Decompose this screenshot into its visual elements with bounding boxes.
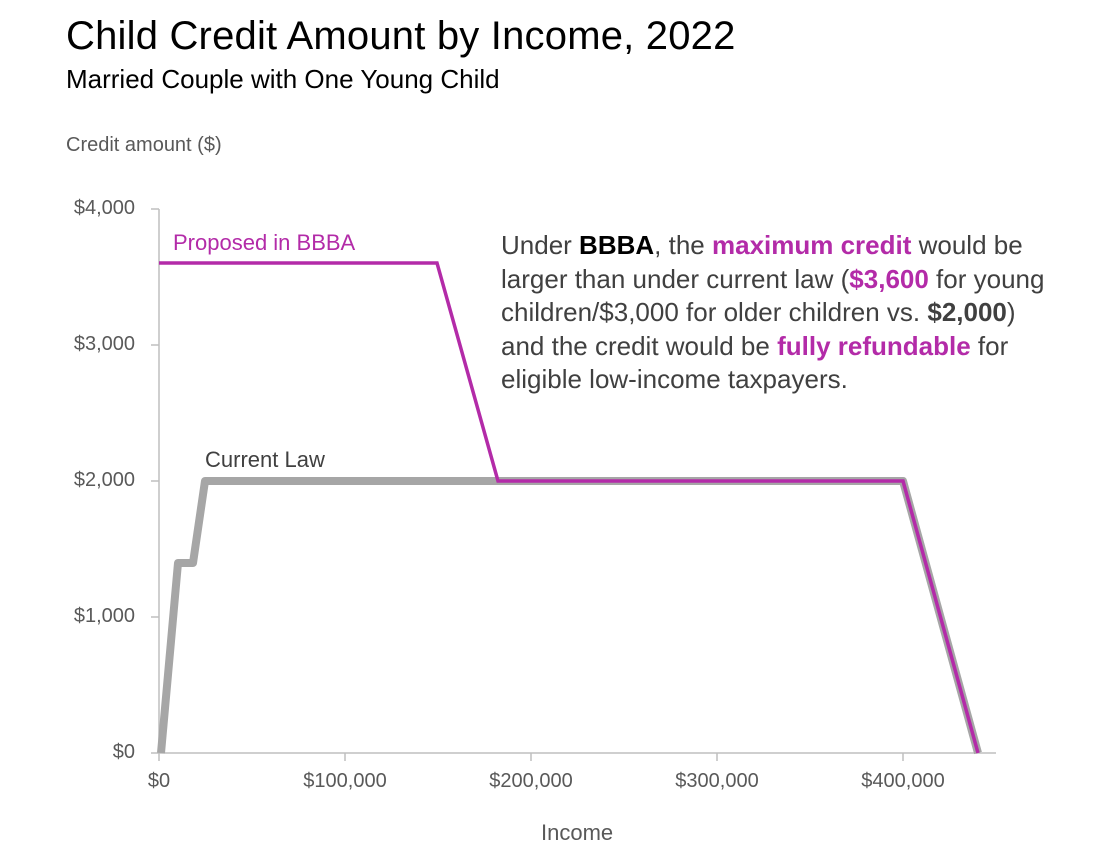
x-axis xyxy=(158,752,996,761)
x-axis-label: Income xyxy=(541,820,614,845)
y-axis xyxy=(151,208,160,754)
y-axis-label: Credit amount ($) xyxy=(66,134,222,156)
y-tick-0: $0 xyxy=(112,741,135,763)
x-tick-0: $0 xyxy=(147,770,171,792)
x-tick-300000: $300,000 xyxy=(675,770,759,792)
current-law-line xyxy=(157,477,982,755)
y-tick-3000: $3,000 xyxy=(73,333,135,355)
annotation-text: Under BBBA, the maximum credit would be … xyxy=(501,230,1045,394)
y-tick-4000: $4,000 xyxy=(73,197,135,219)
current-law-series-label: Current Law xyxy=(205,447,325,472)
bbba-series-label: Proposed in BBBA xyxy=(173,230,356,255)
bbba-line xyxy=(159,261,980,754)
y-tick-1000: $1,000 xyxy=(73,605,135,627)
chart-title: Child Credit Amount by Income, 2022 xyxy=(66,14,736,58)
y-tick-2000: $2,000 xyxy=(73,469,135,491)
chart-subtitle: Married Couple with One Young Child xyxy=(66,64,500,94)
x-tick-400000: $400,000 xyxy=(861,770,945,792)
x-tick-200000: $200,000 xyxy=(489,770,573,792)
x-tick-100000: $100,000 xyxy=(303,770,387,792)
